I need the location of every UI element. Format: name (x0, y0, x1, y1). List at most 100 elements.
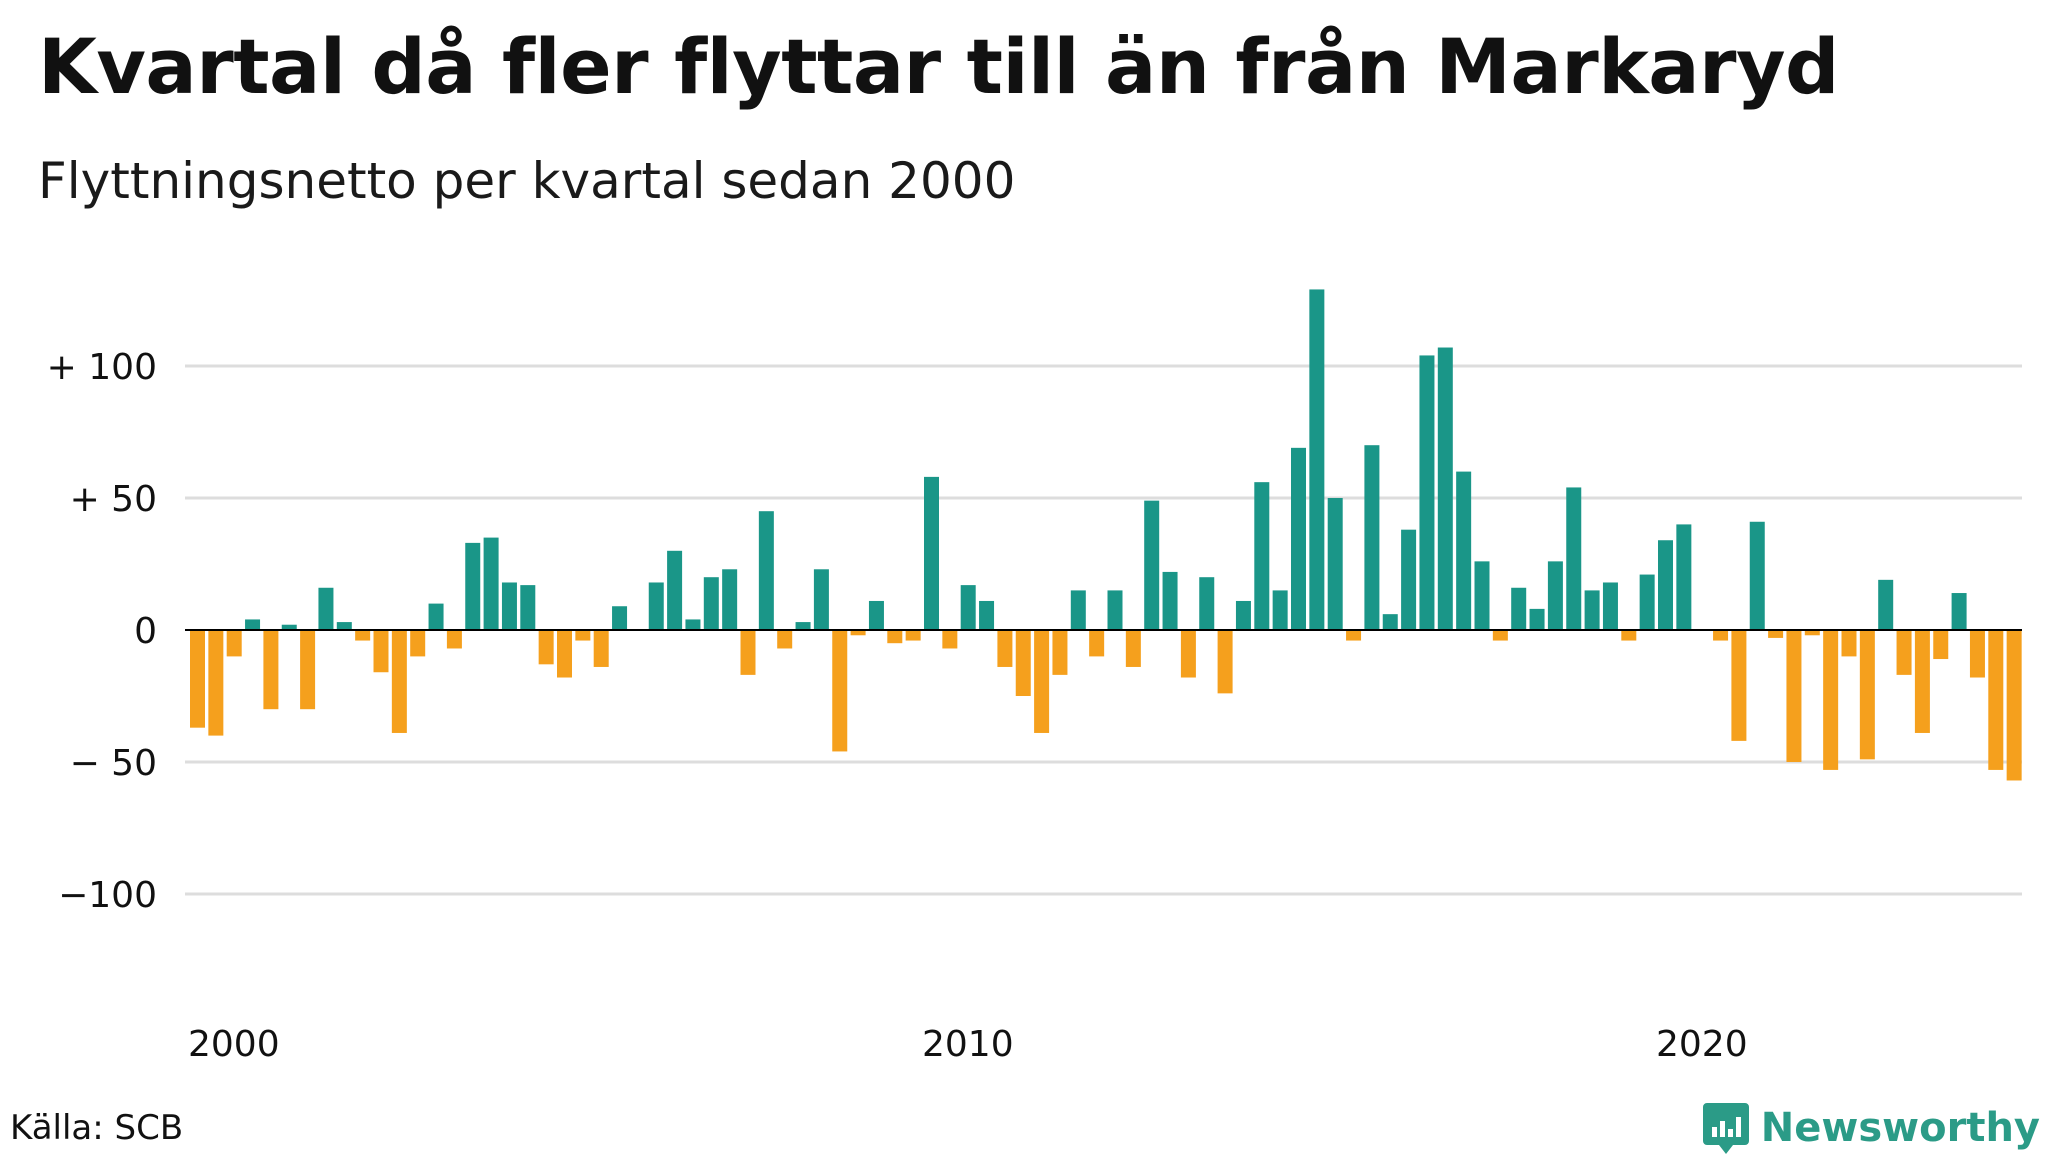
bar (1291, 447, 1306, 630)
bar (960, 585, 976, 630)
bar (208, 630, 224, 736)
x-tick-label: 2010 (922, 1024, 1014, 1065)
y-tick-label: − 50 (70, 743, 157, 784)
bar (1125, 630, 1141, 667)
bar (1254, 482, 1270, 630)
bar (318, 587, 334, 630)
bar (832, 630, 848, 752)
bar (428, 603, 444, 630)
bar (1382, 614, 1398, 630)
bar (997, 630, 1013, 667)
bar (1951, 593, 1967, 630)
bar (1015, 630, 1031, 696)
bar (1584, 590, 1600, 630)
bar (868, 600, 884, 630)
y-tick-label: + 100 (47, 347, 157, 388)
bar (1768, 630, 1784, 638)
bar (942, 630, 958, 649)
bar (887, 630, 903, 644)
bar (190, 630, 205, 728)
bar (557, 630, 572, 678)
bar (667, 550, 683, 630)
bar (1896, 630, 1912, 675)
bar (1419, 355, 1435, 630)
bar (373, 630, 389, 673)
bar (1309, 289, 1325, 630)
bar (758, 511, 774, 630)
bar (1364, 445, 1380, 630)
brand-name: Newsworthy (1760, 1105, 2040, 1151)
bar (722, 569, 738, 630)
bar (1474, 561, 1490, 630)
bar (1602, 582, 1618, 630)
bar (1089, 630, 1105, 657)
bar (740, 630, 756, 675)
bar (593, 630, 609, 667)
bar (336, 622, 352, 630)
brand-logo[interactable]: Newsworthy (1702, 1098, 2040, 1158)
bar (300, 630, 316, 710)
bar (850, 630, 866, 636)
bar (1456, 471, 1472, 630)
bar (1823, 630, 1839, 770)
bar (1988, 630, 2004, 770)
bar (813, 569, 829, 630)
bar (1713, 630, 1729, 641)
bar (648, 582, 664, 630)
bar (501, 582, 517, 630)
bar (1933, 630, 1949, 660)
bar (1566, 487, 1582, 630)
source-label: Källa: SCB (10, 1108, 184, 1148)
bars (190, 289, 2022, 781)
bar (410, 630, 426, 657)
bar (1804, 630, 1820, 636)
bar (2006, 630, 2022, 781)
bar (1235, 600, 1251, 630)
bar (1547, 561, 1563, 630)
newsworthy-logo-icon (1702, 1103, 1749, 1154)
bar (1658, 540, 1673, 630)
bar (1034, 630, 1050, 733)
bar (612, 606, 628, 630)
bar (1731, 630, 1747, 741)
bar (1878, 579, 1894, 630)
grid-lines (185, 364, 2022, 896)
bar (1144, 500, 1160, 630)
bar (924, 476, 939, 630)
bar (1511, 587, 1527, 630)
bar (281, 624, 297, 630)
bar (1841, 630, 1857, 657)
bar (1070, 590, 1086, 630)
chart-subtitle: Flyttningsnetto per kvartal sedan 2000 (38, 152, 1016, 210)
bar (979, 600, 995, 630)
axes: + 100 + 50 0 − 50 −100 2000 2010 2020 (47, 347, 2022, 1065)
bar (1217, 630, 1233, 694)
bar (1749, 521, 1765, 630)
x-tick-label: 2020 (1656, 1024, 1748, 1065)
bar (905, 630, 921, 641)
bar (1052, 630, 1068, 675)
bar (1639, 574, 1655, 630)
bar (1492, 630, 1508, 641)
bar (391, 630, 407, 733)
bar (685, 619, 701, 630)
bar (1180, 630, 1196, 678)
x-tick-label: 2000 (188, 1024, 280, 1065)
y-tick-label: 0 (134, 611, 157, 652)
bar (1107, 590, 1123, 630)
bar (1327, 498, 1343, 630)
bar (538, 630, 554, 665)
bar (226, 630, 242, 657)
bar (1621, 630, 1637, 641)
bar (446, 630, 462, 649)
bar (1437, 347, 1453, 630)
bar (483, 537, 499, 630)
bar (263, 630, 279, 710)
bar (777, 630, 793, 649)
bar (1199, 577, 1215, 630)
bar (703, 577, 719, 630)
chart-title: Kvartal då fler flyttar till än från Mar… (38, 22, 1839, 111)
bar (355, 630, 371, 641)
bar (1272, 590, 1288, 630)
